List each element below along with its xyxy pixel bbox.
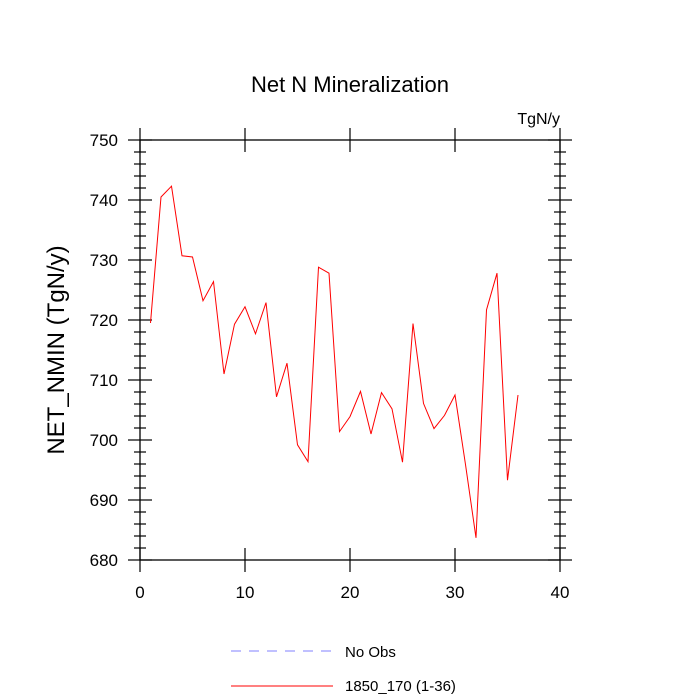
legend: No Obs 1850_170 (1-36) <box>231 644 456 695</box>
y-tick-label: 690 <box>90 491 118 510</box>
x-tick-label: 40 <box>551 583 570 602</box>
y-tick-label: 710 <box>90 371 118 390</box>
y-tick-label: 700 <box>90 431 118 450</box>
legend-series-label: 1850_170 (1-36) <box>345 678 456 695</box>
x-tick-label: 0 <box>135 583 144 602</box>
chart-title: Net N Mineralization <box>251 72 449 97</box>
x-tick-labels: 0 10 20 30 40 <box>135 583 569 602</box>
x-tick-label: 30 <box>446 583 465 602</box>
y-tick-label: 680 <box>90 551 118 570</box>
y-tick-labels: 680 690 700 710 720 730 740 750 <box>90 131 118 570</box>
x-tick-label: 20 <box>341 583 360 602</box>
y-tick-label: 750 <box>90 131 118 150</box>
series-lines <box>150 185 519 538</box>
series-line <box>150 185 519 538</box>
x-tick-label: 10 <box>236 583 255 602</box>
tick-marks <box>128 128 572 572</box>
y-tick-label: 740 <box>90 191 118 210</box>
plot-frame <box>139 139 561 561</box>
y-tick-label: 720 <box>90 311 118 330</box>
legend-no-obs-label: No Obs <box>345 644 396 661</box>
units-label: TgN/y <box>517 111 560 128</box>
y-axis-label: NET_NMIN (TgN/y) <box>43 245 70 454</box>
y-tick-label: 730 <box>90 251 118 270</box>
